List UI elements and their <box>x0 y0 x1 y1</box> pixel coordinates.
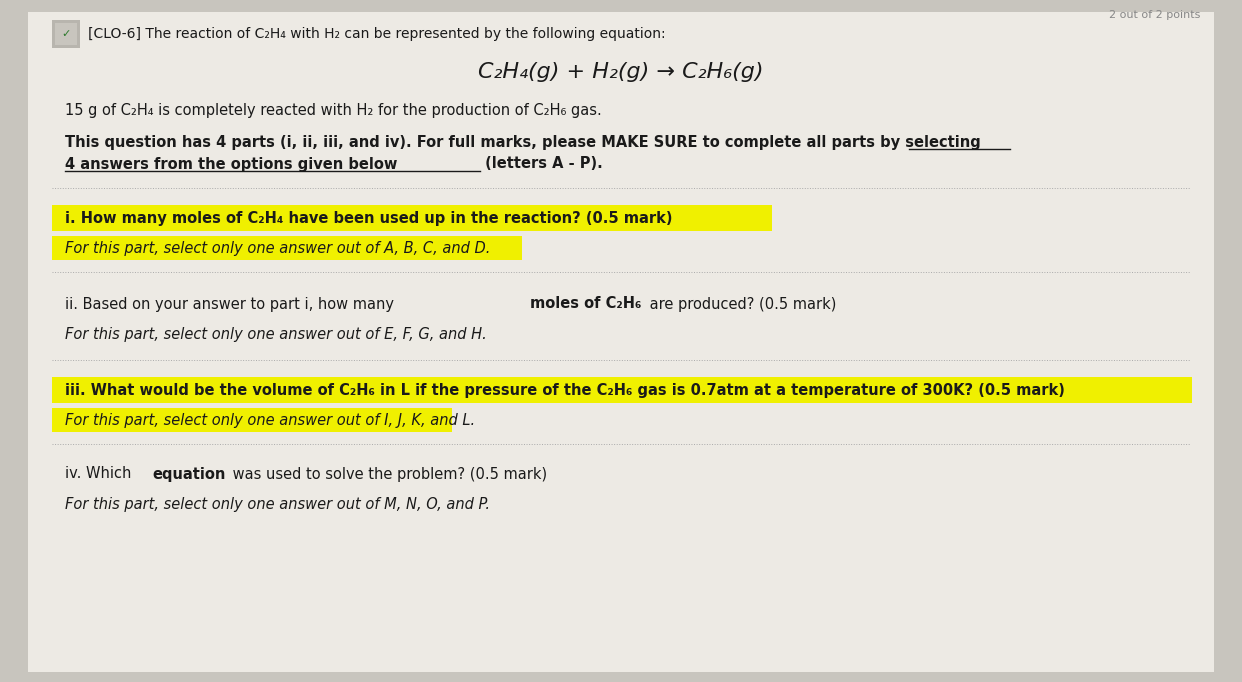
Text: [CLO-6] The reaction of C₂H₄ with H₂ can be represented by the following equatio: [CLO-6] The reaction of C₂H₄ with H₂ can… <box>88 27 666 41</box>
Text: iii. What would be the volume of C₂H₆ in L if the pressure of the C₂H₆ gas is 0.: iii. What would be the volume of C₂H₆ in… <box>65 383 1064 398</box>
Text: For this part, select only one answer out of M, N, O, and P.: For this part, select only one answer ou… <box>65 496 491 512</box>
Text: ii. Based on your answer to part i, how many: ii. Based on your answer to part i, how … <box>65 297 399 312</box>
Text: For this part, select only one answer out of A, B, C, and D.: For this part, select only one answer ou… <box>65 241 491 256</box>
Text: C₂H₄(g) + H₂(g) → C₂H₆(g): C₂H₄(g) + H₂(g) → C₂H₆(g) <box>478 62 764 82</box>
Text: equation: equation <box>152 466 225 481</box>
Text: For this part, select only one answer out of E, F, G, and H.: For this part, select only one answer ou… <box>65 327 487 342</box>
Text: iv. Which: iv. Which <box>65 466 137 481</box>
Text: 4 answers from the options given below: 4 answers from the options given below <box>65 156 397 171</box>
FancyBboxPatch shape <box>52 408 452 432</box>
FancyBboxPatch shape <box>52 377 1192 403</box>
FancyBboxPatch shape <box>29 12 1213 672</box>
Text: For this part, select only one answer out of I, J, K, and L.: For this part, select only one answer ou… <box>65 413 476 428</box>
Text: moles of C₂H₆: moles of C₂H₆ <box>530 297 641 312</box>
Text: i. How many moles of C₂H₄ have been used up in the reaction? (0.5 mark): i. How many moles of C₂H₄ have been used… <box>65 211 672 226</box>
Text: 15 g of C₂H₄ is completely reacted with H₂ for the production of C₂H₆ gas.: 15 g of C₂H₄ is completely reacted with … <box>65 102 602 117</box>
Text: This question has 4 parts (i, ii, iii, and iv). For full marks, please MAKE SURE: This question has 4 parts (i, ii, iii, a… <box>65 134 981 149</box>
FancyBboxPatch shape <box>52 205 773 231</box>
Text: ✓: ✓ <box>61 29 71 39</box>
FancyBboxPatch shape <box>52 20 79 48</box>
Text: (letters A - P).: (letters A - P). <box>479 156 602 171</box>
Text: 2 out of 2 points: 2 out of 2 points <box>1109 10 1200 20</box>
FancyBboxPatch shape <box>55 23 77 45</box>
Text: are produced? (0.5 mark): are produced? (0.5 mark) <box>645 297 836 312</box>
Text: was used to solve the problem? (0.5 mark): was used to solve the problem? (0.5 mark… <box>229 466 548 481</box>
FancyBboxPatch shape <box>52 236 522 260</box>
